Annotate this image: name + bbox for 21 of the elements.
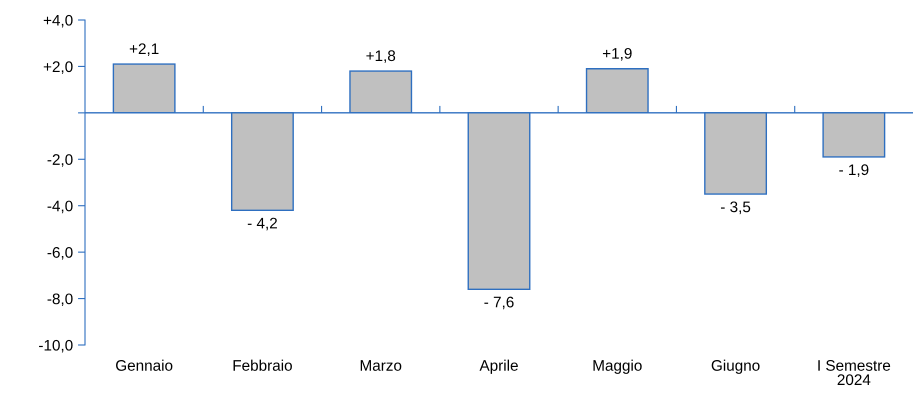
data-label: - 3,5	[720, 201, 750, 214]
x-tick-label: I Semestre 2024	[818, 360, 890, 386]
data-label: +1,8	[366, 50, 396, 63]
x-tick-label: Gennaio	[116, 360, 172, 371]
x-tick-label: Aprile	[480, 360, 518, 374]
y-tick-label: -2,0	[48, 154, 73, 167]
y-tick-label: +4,0	[44, 14, 73, 28]
y-tick-label: -6,0	[48, 247, 73, 260]
data-label: +2,1	[130, 43, 158, 56]
x-tick-label: Febbraio	[234, 360, 292, 371]
x-tick-label: Marzo	[360, 360, 402, 371]
x-tick-label: Maggio	[593, 360, 642, 374]
y-tick-label: -4,0	[48, 200, 73, 214]
data-label: +1,9	[602, 48, 632, 61]
y-tick-label: -8,0	[48, 293, 73, 306]
y-tick-label: -10,0	[39, 340, 73, 352]
data-label: - 4,2	[248, 218, 277, 230]
data-label: - 7,6	[484, 296, 514, 310]
x-tick-label: Giugno	[712, 360, 760, 374]
data-label: - 1,9	[839, 164, 868, 177]
y-tick-label: +2,0	[44, 61, 73, 74]
